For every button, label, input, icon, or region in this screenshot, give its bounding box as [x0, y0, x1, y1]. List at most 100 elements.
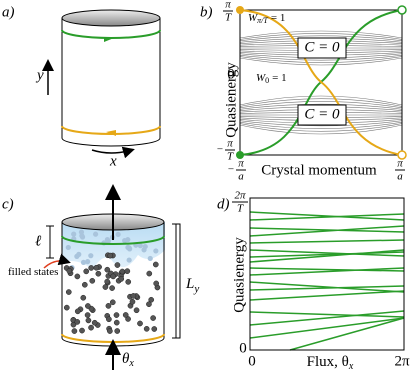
particle [141, 247, 147, 253]
axis-label: x [109, 153, 117, 169]
particle [71, 231, 77, 237]
particle [122, 238, 128, 244]
flow-line [249, 213, 405, 221]
filled-label: filled states [8, 266, 58, 278]
particle [113, 312, 120, 318]
particle [137, 243, 143, 249]
particle [130, 293, 137, 299]
particle [113, 319, 120, 326]
x-arrow [91, 146, 135, 159]
flow-line [249, 267, 405, 272]
particle [63, 304, 70, 311]
flow-line [249, 249, 405, 263]
edge-state-top [61, 29, 161, 39]
text: Flux, θ [307, 354, 349, 370]
panel-b: b) C = 0 C = 0 Wπ/T = 1 W0 = 1 π T 0 − π T… [200, 0, 407, 183]
particle [92, 231, 99, 237]
particle [153, 248, 159, 254]
tick-num: π [225, 0, 231, 11]
length-bracket [46, 225, 54, 259]
particle [107, 252, 114, 259]
particle [137, 320, 143, 327]
particle [110, 273, 117, 280]
edge-state-top [61, 235, 165, 245]
particle [80, 259, 87, 266]
tick-den: T [225, 12, 232, 24]
panel-a: a) y x [2, 4, 161, 169]
flow-line [289, 317, 405, 351]
particle [105, 303, 112, 309]
band-line [239, 54, 403, 61]
x-axis-label: Flux, θx [307, 354, 354, 372]
tick-label: 2π [394, 353, 410, 369]
tick-den: a [397, 171, 403, 183]
panel-label: c) [2, 196, 14, 212]
band-line [239, 35, 403, 42]
tick-label: 0 [227, 66, 235, 82]
symbol: W [248, 12, 258, 24]
particle [104, 278, 111, 285]
winding-label: W0 = 1 [256, 72, 287, 85]
orange-band [239, 9, 403, 156]
chern-label: C = 0 [304, 106, 340, 122]
particle [74, 308, 81, 315]
particle [127, 246, 133, 252]
marker [397, 150, 407, 160]
particle [80, 294, 87, 301]
particle [66, 268, 73, 274]
band-line [239, 121, 403, 129]
particle [83, 268, 90, 275]
particle [106, 316, 112, 323]
band-line [239, 101, 403, 109]
particle [122, 312, 129, 318]
length-label: ℓ [35, 233, 41, 249]
particle [150, 315, 156, 321]
particle [65, 289, 72, 295]
particle [78, 229, 85, 235]
band-line [239, 33, 403, 40]
particle [85, 303, 91, 309]
particle [148, 296, 155, 303]
particle [147, 255, 153, 262]
flow-line [249, 251, 405, 258]
band-line [239, 98, 403, 107]
particle [88, 324, 94, 331]
particle [124, 268, 131, 274]
particle [153, 280, 160, 287]
pointer-arrow [43, 253, 71, 269]
flow-line [249, 285, 405, 291]
symbol: L [185, 276, 194, 292]
flow-line [249, 311, 405, 318]
cylinder-top [61, 9, 161, 27]
tick-den: a [238, 171, 244, 183]
subscript: 0 [265, 76, 269, 85]
panel-label: d) [217, 196, 230, 212]
particle [84, 312, 91, 318]
flow-line [249, 211, 405, 221]
particle [119, 268, 126, 275]
marker [236, 151, 244, 159]
particle [126, 257, 132, 263]
band-line [239, 57, 403, 66]
panel-d: d) 2π T Quasienergy 0 0 Flux, θx 2π [217, 190, 410, 373]
particle [88, 265, 95, 271]
tick-den: T [237, 203, 244, 215]
particle [95, 270, 102, 277]
particle [125, 279, 132, 285]
marker [397, 5, 407, 15]
band-line [239, 95, 403, 106]
particle [114, 262, 121, 268]
particle [85, 259, 91, 265]
band-line [239, 124, 403, 135]
flow-line [249, 317, 405, 339]
particle [91, 319, 98, 326]
particle [76, 251, 82, 257]
marker [236, 6, 244, 14]
subscript: x [128, 358, 134, 369]
equals: = 1 [271, 12, 285, 24]
particle [81, 281, 88, 288]
tick-label: 0 [248, 353, 256, 369]
label-box [297, 104, 347, 126]
tick-den: T [227, 151, 234, 163]
